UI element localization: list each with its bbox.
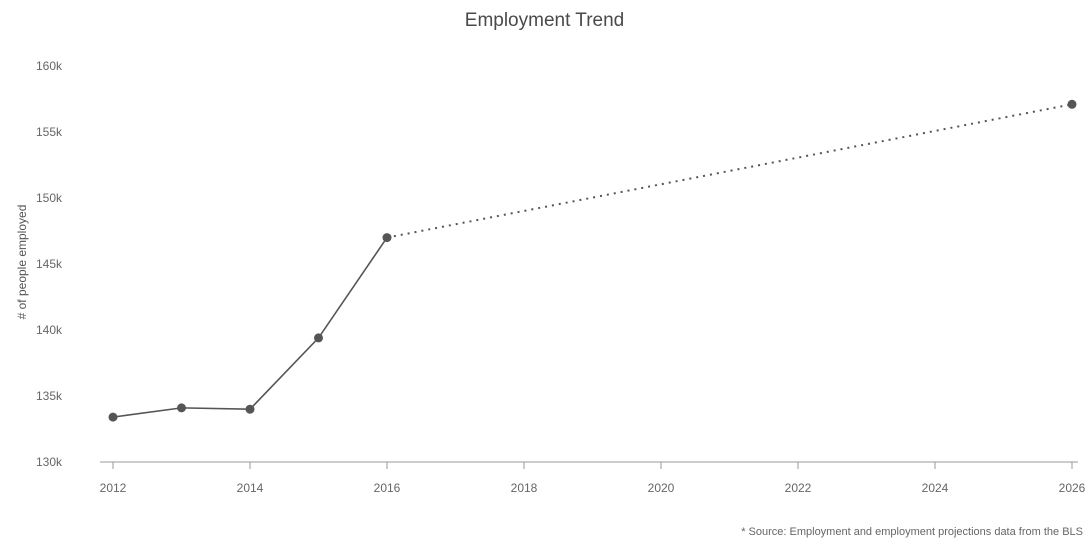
y-tick-label: 160k xyxy=(36,59,63,73)
y-tick-label: 130k xyxy=(36,455,63,469)
y-tick-label: 135k xyxy=(36,389,63,403)
x-tick-label: 2018 xyxy=(511,481,538,495)
historical-line xyxy=(112,237,388,418)
data-point xyxy=(245,404,255,414)
y-tick-label: 140k xyxy=(36,323,63,337)
data-point xyxy=(314,333,323,343)
x-tick-label: 2012 xyxy=(100,481,127,495)
source-footnote: * Source: Employment and employment proj… xyxy=(741,526,1083,538)
projection-line xyxy=(386,103,1073,239)
x-tick-label: 2022 xyxy=(785,481,812,495)
data-point xyxy=(382,233,392,243)
data-point xyxy=(177,403,186,413)
data-point xyxy=(108,412,118,422)
x-tick-label: 2014 xyxy=(237,481,264,495)
y-tick-label: 155k xyxy=(36,125,63,139)
chart-title: Employment Trend xyxy=(464,10,625,31)
y-tick-label: 150k xyxy=(36,191,63,205)
data-point xyxy=(1067,99,1077,109)
x-tick-label: 2024 xyxy=(922,481,949,495)
x-tick-label: 2026 xyxy=(1059,481,1086,495)
x-tick-label: 2016 xyxy=(374,481,401,495)
x-tick-label: 2020 xyxy=(648,481,675,495)
y-tick-label: 145k xyxy=(36,257,63,271)
